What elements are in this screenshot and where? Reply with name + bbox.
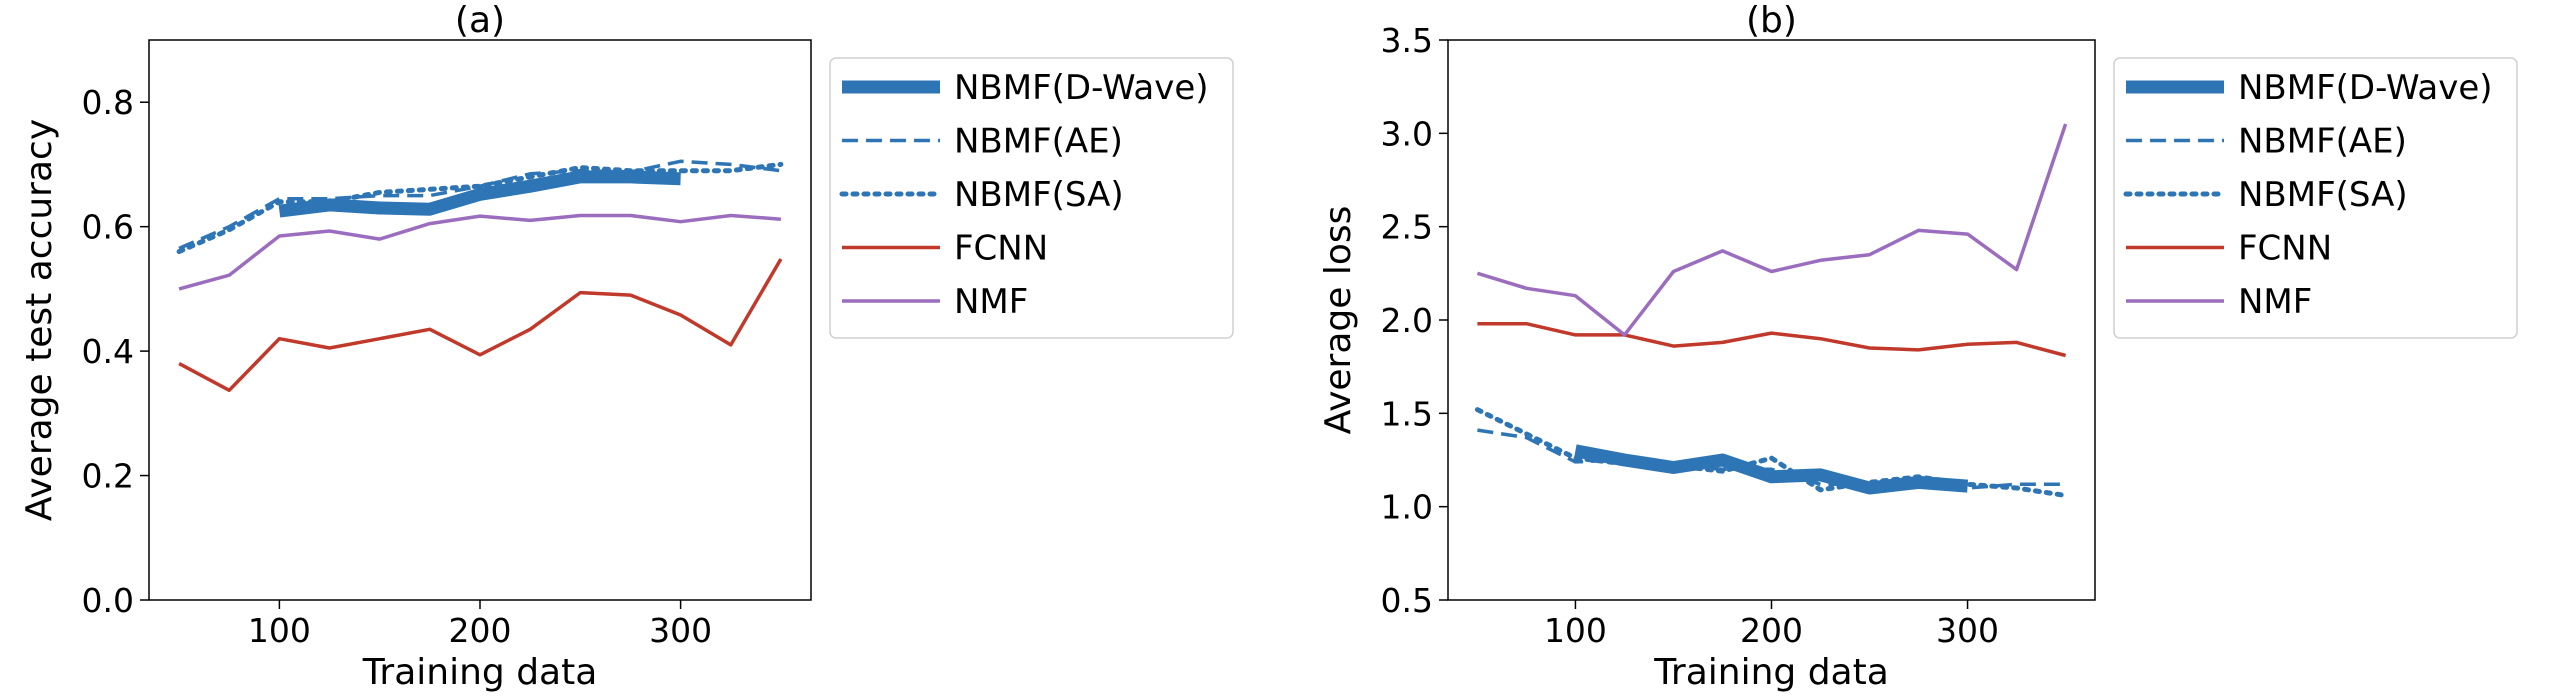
legend-label-nbmf-ae: NBMF(AE) [2238,122,2407,162]
y-tick-label: 1.0 [1381,488,1433,527]
legend-label-nbmf-d-wave: NBMF(D-Wave) [954,68,1209,108]
y-axis-label: Average test accuracy [19,119,60,521]
y-tick-label: 0.2 [82,457,134,496]
x-tick-label: 200 [449,611,512,650]
y-tick-label: 2.5 [1381,208,1433,247]
y-tick-label: 3.0 [1381,114,1433,153]
x-axis-label: Training data [1653,652,1889,693]
series-lines [1474,123,2069,498]
series-line-nbmf-sa [176,161,784,255]
y-tick-label: 3.5 [1381,21,1433,60]
plot-frame [148,39,812,601]
chart-title: (b) [1746,0,1797,41]
legend-box [2113,57,2518,339]
legend-label-nbmf-sa: NBMF(SA) [2238,175,2408,215]
legend-label-nbmf-d-wave: NBMF(D-Wave) [2238,68,2493,108]
x-axis-label: Training data [362,652,598,693]
x-tick-label: 100 [1544,611,1607,650]
chart-panel-b: 100 200 300 0.5 1.0 1.5 2.0 2.5 3.0 3.5 (b) Trainin… [1318,0,2518,693]
y-axis-label: Average loss [1318,206,1359,435]
legend-label-fcnn: FCNN [954,229,1048,269]
series-line-nmf [178,213,782,291]
series-line-nbmf-d-wave [278,170,681,218]
x-tick-label: 200 [1740,611,1803,650]
series-line-nbmf-ae [1477,428,2066,490]
y-tick-label: 0.4 [82,332,134,371]
series-line-fcnn [178,258,783,393]
y-tick-label: 0.5 [1381,581,1433,620]
legend-box [829,57,1234,339]
chart-panel-a: 100 200 300 0.0 0.2 0.4 0.6 0.8 (a) Training data… [19,0,1234,693]
x-tick-label: 300 [1936,611,1999,650]
plot-frame [1447,39,2096,601]
legend-label-nbmf-ae: NBMF(AE) [954,122,1123,162]
chart-title: (a) [455,0,505,41]
series-line-nbmf-sa [1474,407,2069,498]
y-tick-label: 1.5 [1381,394,1433,433]
y-tick-label: 2.0 [1381,301,1433,340]
legend-label-nmf: NMF [2238,282,2312,322]
legend: NBMF(D-Wave) NBMF(AE) NBMF(SA) FCNN NMF [2113,57,2518,339]
y-tick-label: 0.8 [82,83,134,122]
x-tick-label: 100 [248,611,311,650]
series-line-fcnn [1477,321,2067,358]
legend-label-fcnn: FCNN [2238,229,2332,269]
y-tick-label: 0.6 [82,208,134,247]
series-lines [176,159,784,393]
y-tick-label: 0.0 [82,581,134,620]
series-line-nmf [1476,123,2068,337]
legend: NBMF(D-Wave) NBMF(AE) NBMF(SA) FCNN NMF [829,57,1234,339]
legend-label-nmf: NMF [954,282,1028,322]
legend-label-nbmf-sa: NBMF(SA) [954,175,1124,215]
x-tick-label: 300 [649,611,712,650]
